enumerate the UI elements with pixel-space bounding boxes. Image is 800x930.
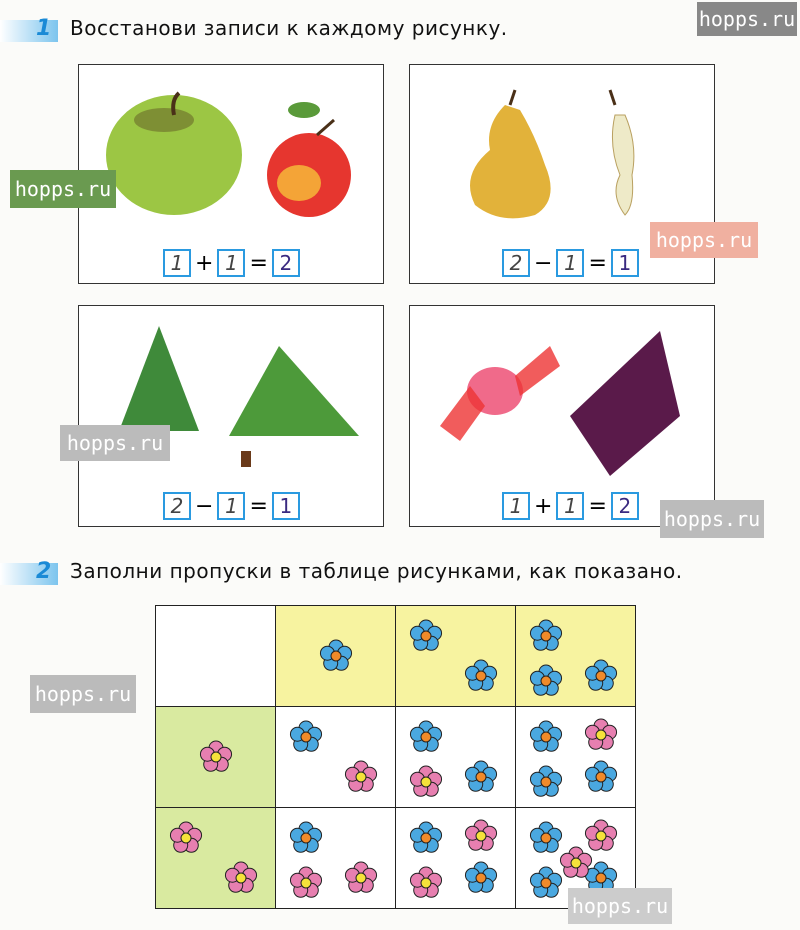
- table-cell: [155, 605, 276, 707]
- blue-flower-icon: [409, 720, 443, 752]
- table-cell: [395, 706, 516, 808]
- task-marker: [0, 20, 58, 42]
- pink-flower-icon: [224, 861, 258, 893]
- pink-flower-icon: [289, 866, 323, 898]
- blue-flower-icon: [529, 664, 563, 696]
- equation-box[interactable]: 2: [163, 492, 191, 520]
- equation: 2− 1 = 1: [163, 492, 300, 520]
- answer-box[interactable]: 2: [271, 249, 300, 277]
- pink-flower-icon: [584, 819, 618, 851]
- equation-box[interactable]: 1: [163, 249, 191, 277]
- blue-flower-icon: [289, 720, 323, 752]
- task-number: 2: [36, 559, 52, 584]
- picture-panel: 1 + 1 = 2: [78, 64, 384, 284]
- answer-box[interactable]: 2: [610, 492, 639, 520]
- pink-flower-icon: [464, 819, 498, 851]
- equation: 2− 1 = 1: [502, 249, 639, 277]
- equals-sign: =: [588, 250, 607, 276]
- pink-flower-icon: [584, 718, 618, 750]
- table-cell: [275, 706, 396, 808]
- pink-flower-icon: [559, 846, 593, 878]
- blue-flower-icon: [464, 861, 498, 893]
- equals-sign: =: [249, 250, 268, 276]
- task-number: 1: [36, 16, 52, 41]
- pink-flower-icon: [409, 866, 443, 898]
- blue-flower-icon: [584, 659, 618, 691]
- equation: 1 + 1 = 2: [502, 492, 639, 520]
- table-cell: [515, 605, 636, 707]
- blue-flower-icon: [464, 659, 498, 691]
- operator: +: [534, 493, 553, 519]
- blue-flower-icon: [529, 720, 563, 752]
- equation-box[interactable]: 1: [556, 249, 585, 277]
- operator: −: [534, 250, 553, 276]
- watermark: hopps.ru: [10, 170, 116, 208]
- operator: −: [195, 493, 214, 519]
- picture-panel: 2− 1 = 1: [78, 305, 384, 527]
- blue-flower-icon: [464, 760, 498, 792]
- table-cell: [275, 807, 396, 909]
- blue-flower-icon: [319, 639, 353, 671]
- table-cell: [395, 807, 516, 909]
- pink-flower-icon: [169, 821, 203, 853]
- blue-flower-icon: [409, 619, 443, 651]
- blue-flower-icon: [409, 821, 443, 853]
- watermark: hopps.ru: [660, 500, 764, 538]
- table-row: [155, 605, 636, 707]
- equation-box[interactable]: 1: [217, 249, 246, 277]
- equation-box[interactable]: 1: [217, 492, 246, 520]
- task-text: Восстанови записи к каждому рисунку.: [70, 16, 508, 40]
- table-cell: [515, 706, 636, 808]
- operator: +: [195, 250, 214, 276]
- picture-panel: 1 + 1 = 2: [409, 305, 715, 527]
- blue-flower-icon: [529, 619, 563, 651]
- table-cell: [395, 605, 516, 707]
- pink-flower-icon: [344, 760, 378, 792]
- table-cell: [155, 706, 276, 808]
- equation-box[interactable]: 1: [502, 492, 530, 520]
- pink-flower-icon: [199, 740, 233, 772]
- equals-sign: =: [249, 493, 268, 519]
- blue-flower-icon: [529, 866, 563, 898]
- watermark: hopps.ru: [568, 888, 672, 924]
- answer-box[interactable]: 1: [610, 249, 639, 277]
- pink-flower-icon: [344, 861, 378, 893]
- apple-picture: [106, 91, 351, 217]
- watermark: hopps.ru: [697, 2, 797, 36]
- blue-flower-icon: [529, 765, 563, 797]
- table-cell: [155, 807, 276, 909]
- blue-flower-icon: [529, 821, 563, 853]
- answer-box[interactable]: 1: [271, 492, 300, 520]
- table-row: [155, 807, 636, 909]
- blue-flower-icon: [584, 760, 618, 792]
- equation-box[interactable]: 2: [502, 249, 530, 277]
- task-text: Заполни пропуски в таблице рисунками, ка…: [70, 559, 683, 583]
- table-cell: [275, 605, 396, 707]
- equals-sign: =: [588, 493, 607, 519]
- equation-box[interactable]: 1: [556, 492, 585, 520]
- watermark: hopps.ru: [60, 425, 170, 461]
- picture-panel: 2− 1 = 1: [409, 64, 715, 284]
- pear-picture: [470, 89, 635, 219]
- task-marker: [0, 563, 58, 585]
- candies-picture: [440, 331, 680, 476]
- blue-flower-icon: [289, 821, 323, 853]
- pink-flower-icon: [409, 765, 443, 797]
- equation: 1 + 1 = 2: [163, 249, 300, 277]
- flower-table: [155, 605, 636, 909]
- watermark: hopps.ru: [30, 675, 136, 713]
- watermark: hopps.ru: [650, 222, 758, 258]
- table-row: [155, 706, 636, 808]
